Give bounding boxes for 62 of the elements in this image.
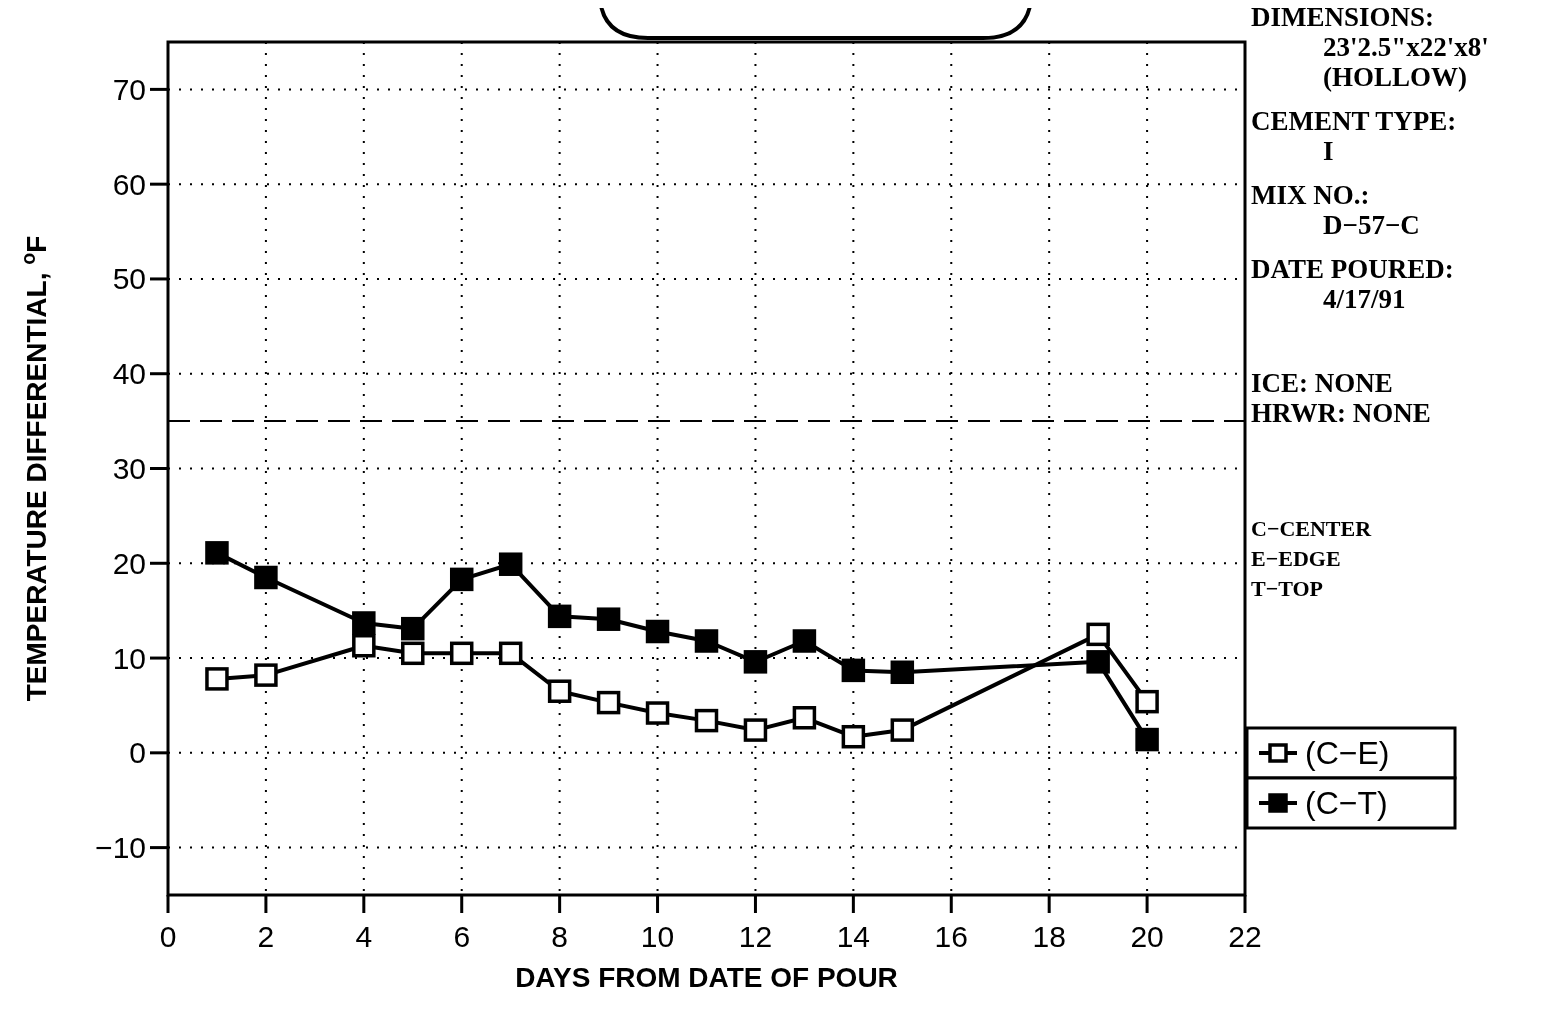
x-tick-label: 0 xyxy=(159,920,177,953)
x-tick-label: 2 xyxy=(257,920,275,953)
point xyxy=(449,567,474,592)
point xyxy=(743,718,768,742)
legend-label: (C−T) xyxy=(1305,785,1388,821)
point xyxy=(841,724,866,749)
y-tick-label: 70 xyxy=(112,72,146,106)
x-tick-label: 20 xyxy=(1130,920,1164,953)
y-tick-label: 10 xyxy=(112,641,146,675)
point xyxy=(547,604,572,629)
x-tick-label: 10 xyxy=(640,920,675,953)
x-tick-label: 18 xyxy=(1032,920,1066,953)
point xyxy=(1135,689,1159,714)
y-tick-label: 50 xyxy=(112,262,146,296)
point xyxy=(694,629,719,653)
x-axis-title: DAYS FROM DATE OF POUR xyxy=(515,962,898,993)
point xyxy=(645,701,670,725)
point xyxy=(401,616,425,641)
point xyxy=(498,641,523,666)
point xyxy=(498,552,523,576)
point xyxy=(449,641,474,666)
legend-label: (C−E) xyxy=(1305,735,1390,771)
x-tick-label: 4 xyxy=(355,920,373,953)
point xyxy=(205,667,229,691)
point xyxy=(645,619,670,644)
x-tick-label: 6 xyxy=(453,920,471,953)
y-tick-label: 20 xyxy=(112,546,146,580)
point xyxy=(694,708,719,733)
point xyxy=(352,633,376,658)
y-tick-label: −10 xyxy=(95,831,146,865)
x-tick-label: 8 xyxy=(551,920,568,953)
y-tick-label: 40 xyxy=(112,357,146,391)
point xyxy=(401,641,425,666)
text: DATE POURED: 4/17/91 xyxy=(1251,254,1454,314)
point xyxy=(743,650,768,674)
point xyxy=(352,611,376,635)
point xyxy=(792,706,817,730)
point xyxy=(890,718,915,742)
x-tick-label: 16 xyxy=(934,920,968,953)
point xyxy=(1135,727,1159,752)
y-tick-label: 0 xyxy=(129,736,146,770)
point xyxy=(547,679,572,703)
y-tick-label: 30 xyxy=(112,452,146,485)
point xyxy=(890,660,915,685)
point xyxy=(254,663,278,687)
text: CEMENT TYPE: I xyxy=(1251,106,1457,166)
point xyxy=(254,565,278,590)
point xyxy=(792,629,817,653)
point xyxy=(1086,650,1110,674)
point xyxy=(841,658,866,683)
text: DIMENSIONS: 23'2.5"x22'x8' (HOLLOW) xyxy=(1251,2,1489,92)
point xyxy=(596,690,621,715)
y-tick-label: 60 xyxy=(112,167,146,201)
text: C−CENTER E−EDGE T−TOP xyxy=(1251,516,1373,601)
x-tick-label: 22 xyxy=(1228,920,1262,953)
point xyxy=(1086,622,1110,647)
text: ICE: NONE HRWR: NONE xyxy=(1251,368,1431,428)
text: MIX NO.: D−57−C xyxy=(1251,180,1420,240)
point xyxy=(205,541,229,565)
x-tick-label: 14 xyxy=(836,920,871,953)
point xyxy=(596,607,621,631)
x-tick-label: 12 xyxy=(738,920,773,953)
